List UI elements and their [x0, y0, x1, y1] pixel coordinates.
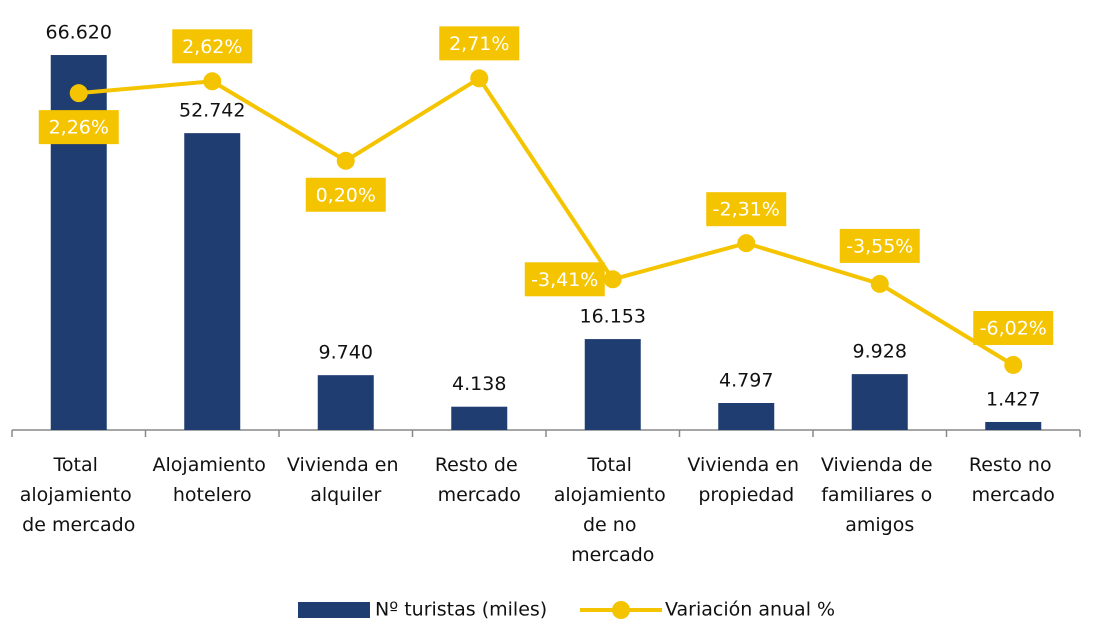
x-tick-label-line: hotelero: [173, 484, 252, 506]
x-tick-label-line: alojamiento: [554, 484, 672, 506]
x-tick-label: Resto de mercado: [435, 454, 524, 506]
x-tick-label: Alojamiento hotelero: [153, 454, 272, 506]
bar-value-label: 52.742: [179, 100, 245, 122]
line-label-box: [439, 26, 520, 61]
line-value-label: -3,55%: [846, 235, 913, 257]
legend-label: Nº turistas (miles): [375, 599, 547, 621]
x-tick-label-line: de mercado: [22, 514, 135, 536]
line-value-label: -3,41%: [531, 269, 598, 291]
x-tick-label-line: mercado: [571, 544, 654, 566]
line-label-box: [172, 29, 253, 64]
bar-value-label: 9.928: [853, 341, 907, 363]
x-tick-label-line: Resto no: [969, 454, 1058, 476]
bar-value-label: 4.797: [719, 369, 773, 391]
x-tick-label-line: Vivienda de: [821, 454, 939, 476]
legend-swatch: [298, 602, 370, 618]
line: [78, 75, 1015, 367]
legend-label: Variación anual %: [665, 599, 835, 621]
x-tick-label-line: mercado: [438, 484, 521, 506]
line-label-box: [973, 310, 1054, 345]
line-value-label: 0,20%: [316, 184, 376, 206]
x-tick-label: Resto no mercado: [969, 454, 1058, 506]
x-tick-label-line: Total: [587, 454, 638, 476]
bar-value-label: 16.153: [580, 306, 646, 328]
x-tick-label-line: alquiler: [310, 484, 381, 506]
line-label-box: [305, 177, 386, 212]
bar: [718, 402, 775, 430]
bar: [584, 339, 641, 430]
line-point: [737, 234, 756, 253]
line-value-label: 2,26%: [49, 117, 109, 139]
line-point: [336, 151, 355, 170]
bar: [317, 375, 374, 430]
x-tick-label: Total alojamiento de mercado: [20, 454, 138, 536]
x-tick-label-line: Total: [53, 454, 104, 476]
line-point: [1004, 355, 1023, 374]
bar: [851, 374, 908, 430]
x-tick-label: Vivienda de familiares o amigos: [821, 454, 939, 536]
line-value-label: -6,02%: [980, 317, 1047, 339]
line-value-label: 2,71%: [449, 33, 509, 55]
line-point: [870, 274, 889, 293]
line-point: [203, 72, 222, 91]
x-tick-label-line: alojamiento: [20, 484, 138, 506]
line-label-box: [706, 192, 787, 227]
line-value-label: 2,62%: [182, 36, 242, 58]
line-point: [69, 84, 88, 103]
x-tick-label-line: propiedad: [698, 484, 794, 506]
bar-value-label: 4.138: [452, 373, 506, 395]
legend-dot: [612, 601, 630, 619]
bar: [451, 406, 508, 430]
bar-value-label: 1.427: [986, 388, 1040, 410]
x-tick-label: Vivienda en propiedad: [687, 454, 805, 506]
x-tick-label-line: Vivienda en: [287, 454, 405, 476]
x-tick-label: Vivienda en alquiler: [287, 454, 405, 506]
line-point: [470, 69, 489, 88]
line-label-box: [38, 110, 119, 145]
bar: [184, 133, 241, 430]
bar-value-label: 9.740: [319, 342, 373, 364]
x-tick-label-line: familiares o: [821, 484, 938, 506]
x-tick-label-line: Alojamiento: [153, 454, 272, 476]
x-tick-label-line: de no: [583, 514, 643, 536]
x-tick-label-line: Resto de: [435, 454, 524, 476]
x-tick-label: Total alojamiento de no mercado: [554, 454, 672, 566]
x-tick-label-line: mercado: [972, 484, 1055, 506]
line-point: [603, 270, 622, 289]
line-value-label: -2,31%: [713, 199, 780, 221]
line-label-box: [839, 228, 920, 263]
bar: [985, 421, 1042, 430]
x-tick-label-line: Vivienda en: [687, 454, 805, 476]
bar-value-label: 66.620: [46, 22, 112, 44]
x-tick-label-line: amigos: [845, 514, 914, 536]
line-label-box: [524, 262, 605, 297]
